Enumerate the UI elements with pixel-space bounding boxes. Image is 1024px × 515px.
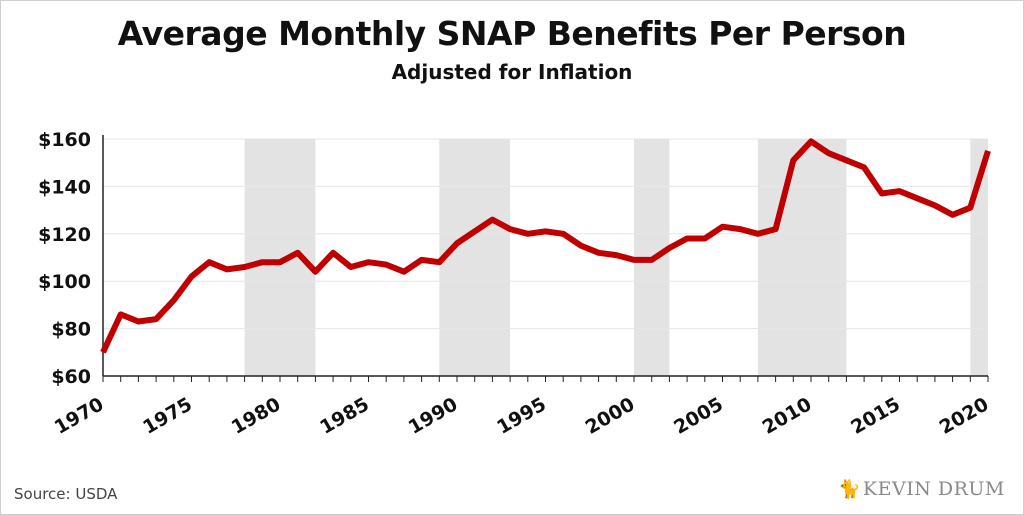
cat-icon: 🐈 bbox=[838, 479, 861, 500]
x-tick-label: 1970 bbox=[51, 393, 108, 438]
y-tick-label: $160 bbox=[38, 129, 91, 151]
x-tick-label: 2010 bbox=[759, 393, 816, 438]
x-tick-label: 2015 bbox=[847, 393, 904, 438]
x-tick-label: 1975 bbox=[139, 393, 196, 438]
x-tick-label: 2005 bbox=[670, 393, 727, 438]
x-tick-label: 1985 bbox=[316, 393, 373, 438]
y-tick-label: $120 bbox=[38, 224, 91, 246]
y-tick-label: $60 bbox=[51, 366, 91, 388]
x-tick-label: 2020 bbox=[936, 393, 993, 438]
y-tick-label: $80 bbox=[51, 319, 91, 341]
chart-subtitle: Adjusted for Inflation bbox=[391, 60, 633, 84]
source-note: Source: USDA bbox=[14, 485, 118, 503]
x-tick-label: 1995 bbox=[493, 393, 550, 438]
recession-band bbox=[439, 139, 511, 376]
y-tick-label: $100 bbox=[38, 271, 91, 293]
brand-logo: 🐈 KEVIN DRUM bbox=[838, 478, 1005, 500]
x-tick-label: 1980 bbox=[228, 393, 285, 438]
series-line bbox=[100, 138, 991, 354]
brand-name: KEVIN DRUM bbox=[862, 478, 1005, 500]
recession-band bbox=[757, 139, 847, 376]
y-tick-label: $140 bbox=[38, 176, 91, 198]
x-tick-label: 2000 bbox=[582, 393, 639, 438]
chart-title: Average Monthly SNAP Benefits Per Person bbox=[117, 14, 907, 53]
x-tick-label: 1990 bbox=[405, 393, 462, 438]
